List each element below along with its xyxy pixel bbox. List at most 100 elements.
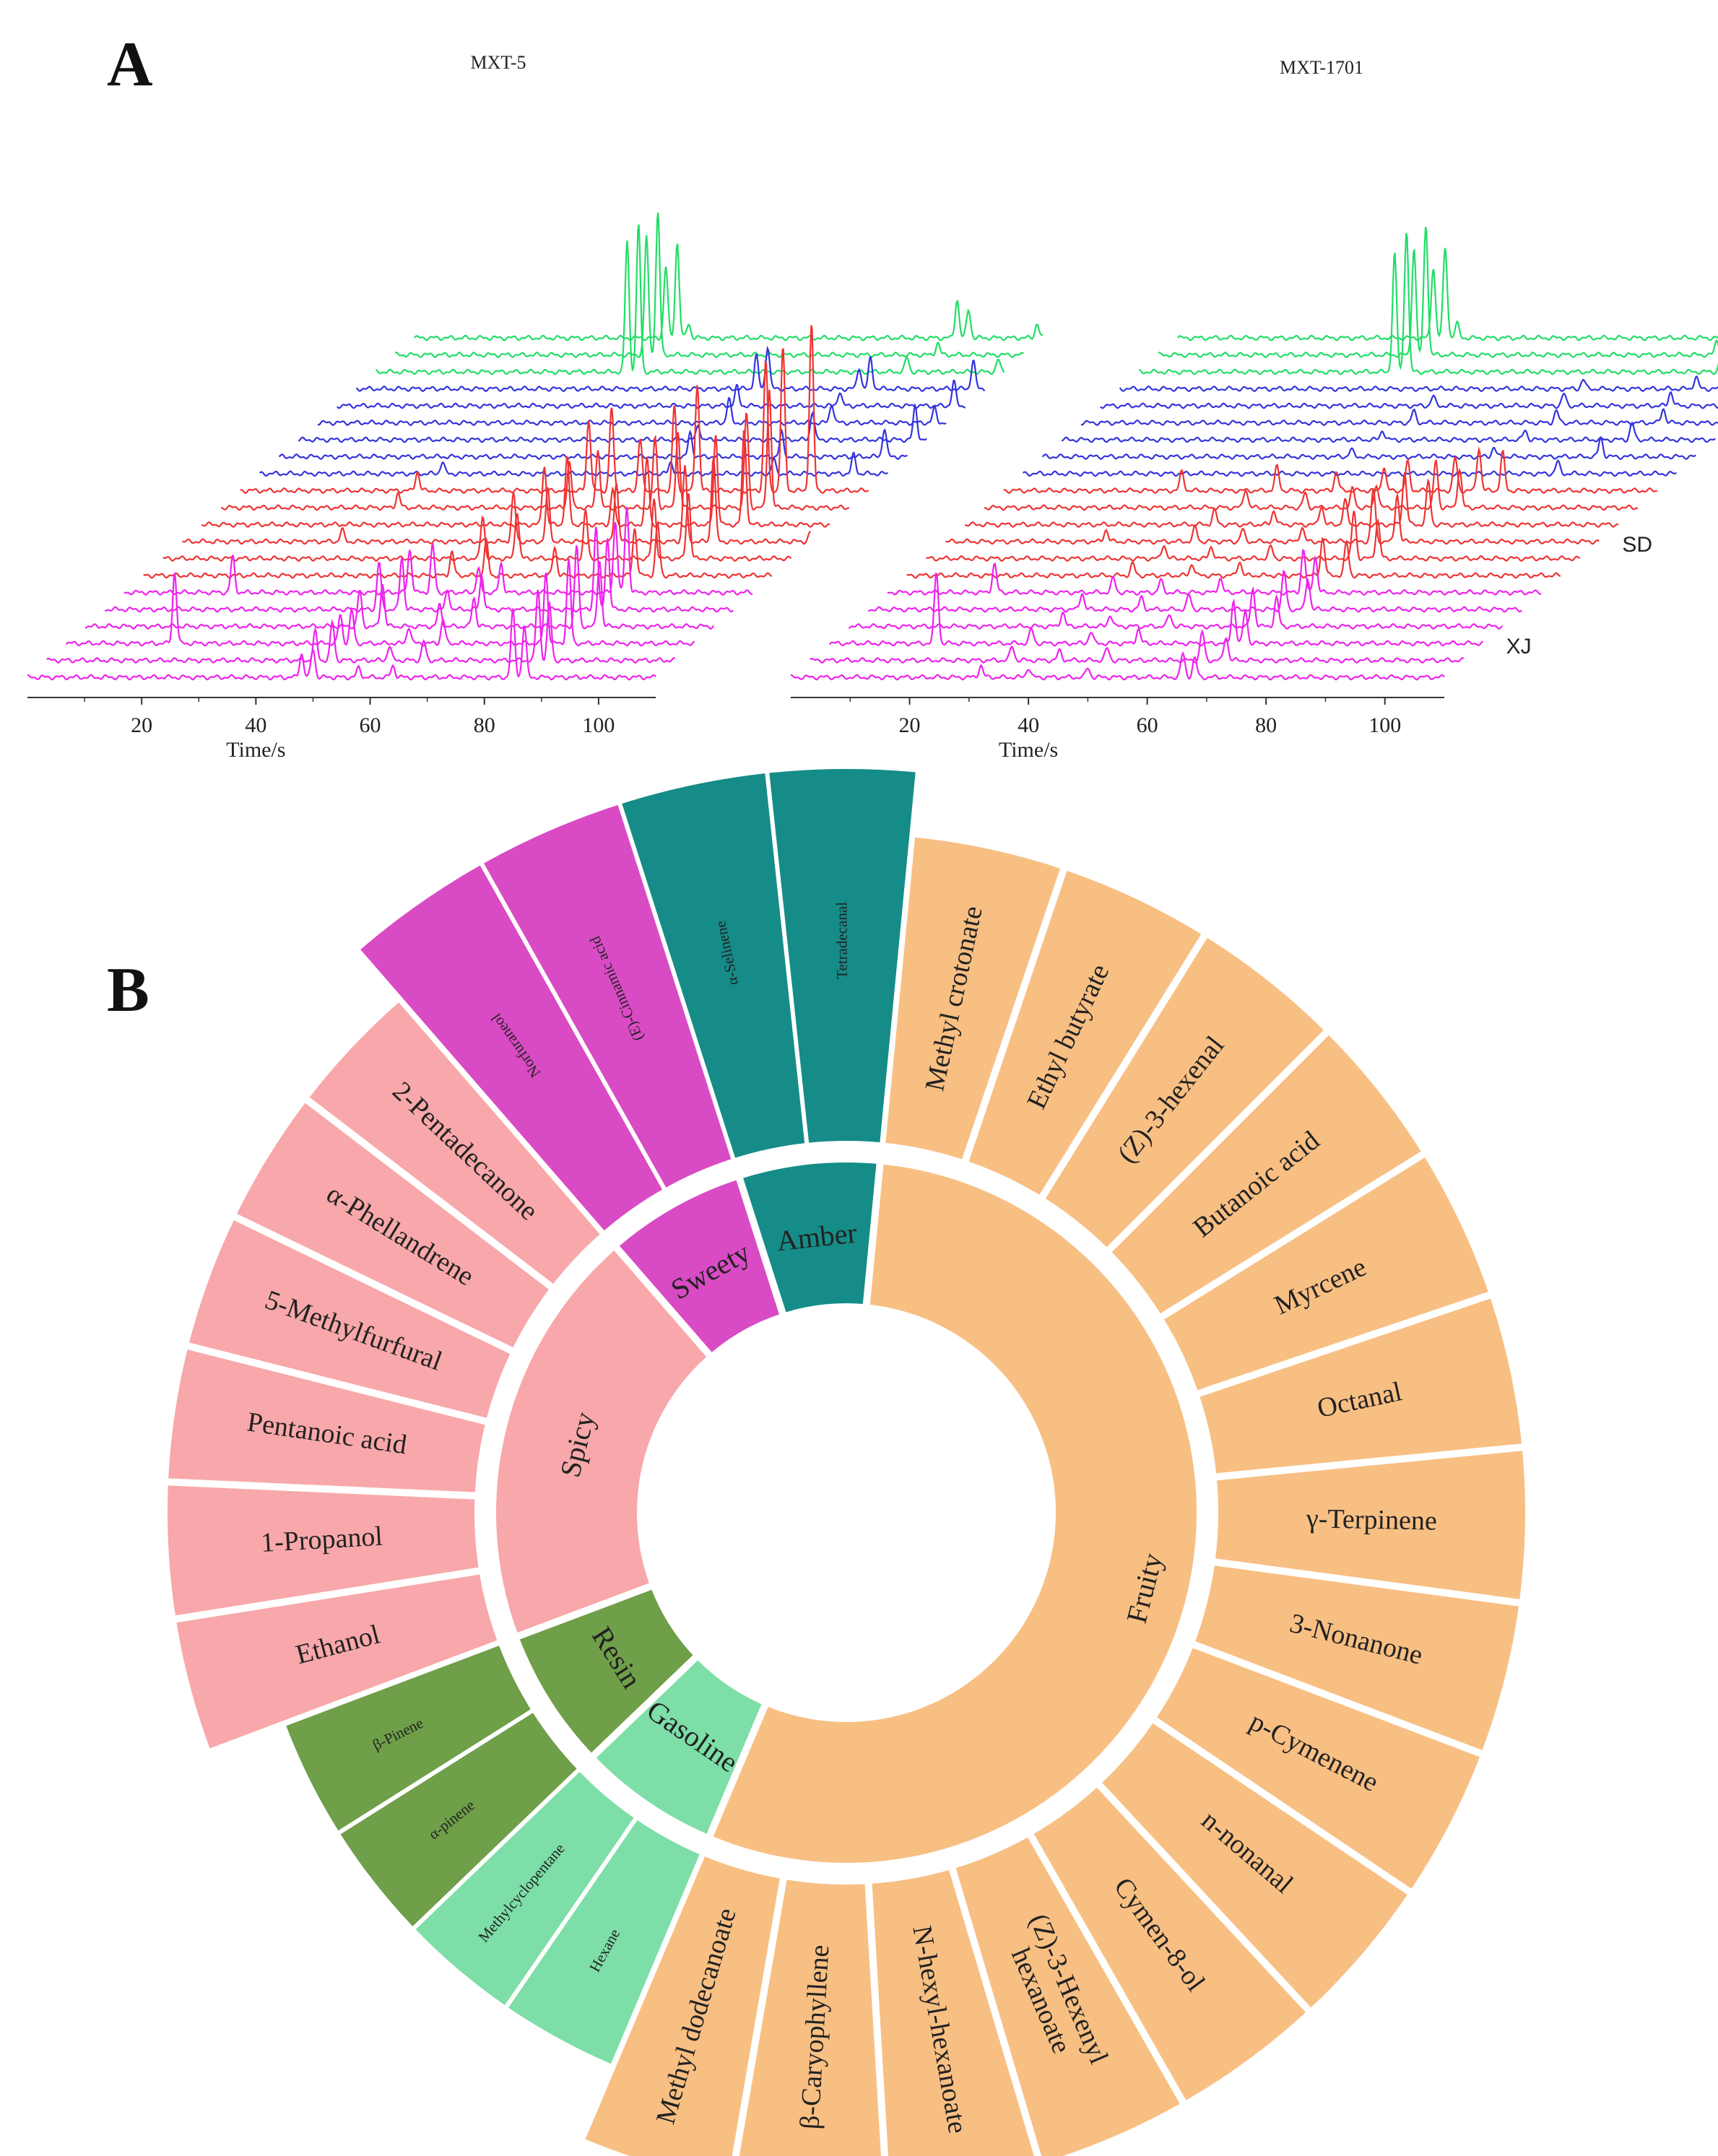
trace-sd [906,537,1561,579]
x-axis-title: Time/s [226,738,285,762]
trace-sd [1003,446,1657,495]
outer-segment-tetradecanal [769,769,916,1143]
trace-sd [162,493,792,562]
outer-segment-e-cinnamic-acid [483,804,732,1188]
outer-segment-z-3-hexenal [1045,937,1324,1248]
inner-segment-resin [519,1589,693,1753]
trace-hb [278,427,908,461]
outer-segment-pentanoic-acid [168,1349,485,1492]
trace-xj [887,549,1542,596]
chart-title: MXT-1701 [1280,57,1363,78]
inner-segment-sweety [619,1180,779,1352]
outer-segment-n-nonanal [1102,1723,1407,2008]
trace-hb [355,345,986,393]
outer-segment-butanoic-acid [1111,1035,1421,1313]
x-tick-label: 20 [131,713,152,737]
inner-segment-spicy [496,1250,707,1633]
group-label-xj: XJ [1506,635,1532,658]
trace-sd [965,472,1619,529]
trace-xj [123,506,753,596]
outer-segment-cymen-8-ol [1033,1787,1306,2100]
trace-sd [143,520,773,579]
trace-ger [1177,248,1718,342]
inner-segment-amber [743,1162,877,1313]
trace-sd [945,488,1600,545]
trace-sd [220,389,850,511]
trace-xj [828,572,1484,647]
x-tick-label: 60 [360,713,381,737]
trace-xj [105,526,734,613]
outer-segment-methylcyclopentane [415,1771,634,2006]
trace-hb [317,396,947,427]
outer-segment-octanal [1199,1298,1522,1474]
outer-segment-terpinene [1215,1451,1525,1599]
trace-xj [27,608,656,681]
outer-segment-hexane [508,1820,700,2064]
x-tick-label: 80 [1255,713,1277,737]
x-tick-label: 40 [1018,713,1039,737]
x-tick-label: 80 [474,713,495,737]
x-tick-label: 100 [1368,713,1401,737]
trace-hb [1041,435,1696,461]
outer-segment-ethanol [176,1574,498,1749]
outer-segment-5-methylfurfural [189,1220,511,1418]
trace-sd [926,510,1581,562]
trace-hb [336,379,966,409]
chart-title: MXT-5 [470,52,526,73]
outer-segment-2-pentadecanone [309,1002,600,1284]
outer-segment-selinene [622,773,805,1158]
x-tick-label: 100 [582,713,615,737]
trace-ger [1158,227,1718,358]
outer-segment-n-hexyl-hexanoate [872,1870,1034,2156]
trace-xj [84,545,715,630]
outer-segment-pinene [286,1646,531,1831]
x-tick-label: 20 [899,713,921,737]
trace-hb [1061,421,1716,443]
trace-sd [240,325,869,494]
outer-segment-ethyl-butyrate [968,871,1202,1195]
trace-ger [1138,232,1718,375]
trace-xj [848,586,1504,630]
outer-segment-myrcene [1164,1157,1488,1391]
x-axis-title: Time/s [999,738,1058,762]
panel-a-letter: A [107,30,153,100]
panel-b-letter: B [107,955,149,1025]
outer-segment-phellandrene [237,1103,550,1348]
trace-ger [375,224,1005,375]
trace-sd [182,456,811,545]
trace-xj [810,629,1465,664]
outer-segment-p-cymenene [1156,1648,1480,1889]
trace-hb [1080,407,1718,426]
trace-xj [65,558,695,647]
trace-sd [984,458,1639,511]
group-label-sd: SD [1622,533,1652,557]
outer-segment-z-3-hexenyl-hexanoate [955,1837,1180,2156]
outer-label-terpinene: γ-Terpinene [1306,1503,1438,1536]
outer-segment-norfuraneol [360,865,663,1231]
outer-label-1-propanol: 1-Propanol [260,1521,383,1558]
trace-hb [1100,391,1718,409]
trace-hb [1119,375,1718,392]
trace-ger [394,212,1024,358]
outer-label-tetradecanal: Tetradecanal [833,902,851,979]
outer-segment-1-propanol [168,1485,479,1616]
trace-xj [868,570,1522,613]
outer-segment-methyl-dodecanoate [585,1856,780,2156]
inner-segment-gasoline [596,1660,762,1834]
trace-hb [1023,459,1677,477]
outer-segment-3-nonanone [1195,1565,1519,1750]
inner-segment-fruity [713,1164,1197,1863]
trace-ger [414,243,1044,342]
x-tick-label: 40 [245,713,266,737]
outer-segment-pinene [340,1713,577,1926]
chromatogram-mxt-5: MXT-5 20 40 60 80 100 Time/s [27,52,1044,762]
trace-xj [790,651,1445,681]
trace-hb [298,402,927,443]
outer-segment-methyl-crotonate [885,837,1061,1160]
outer-segment-caryophyllene [739,1879,881,2156]
x-tick-label: 60 [1137,713,1158,737]
trace-xj [46,589,676,664]
trace-hb [259,451,888,477]
